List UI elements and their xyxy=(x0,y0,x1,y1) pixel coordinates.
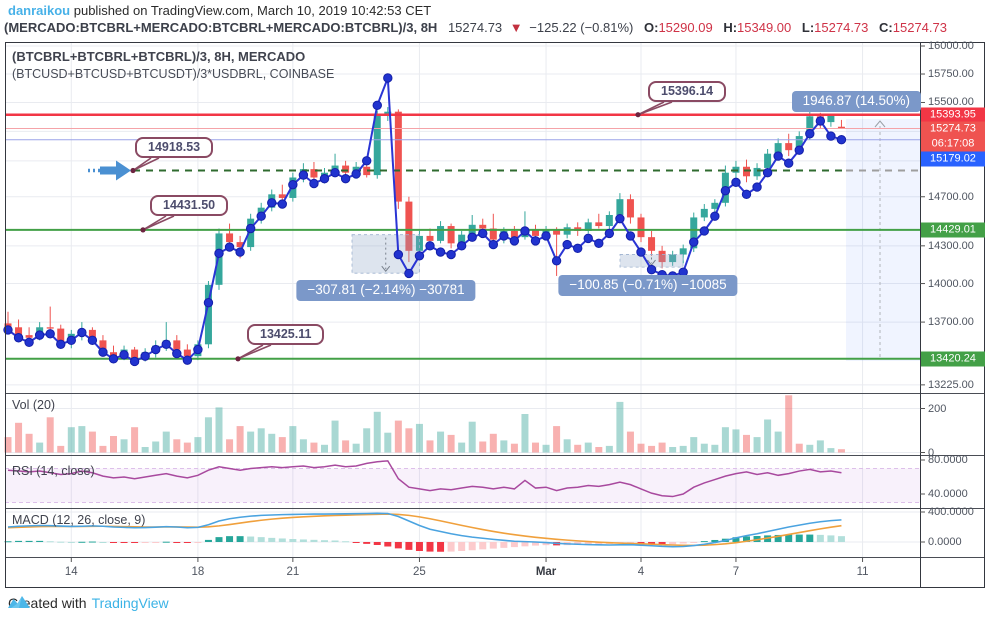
volume-tick-label: 0 xyxy=(928,446,935,459)
published-header: danraikou published on TradingView.com, … xyxy=(8,3,431,18)
high-label: H: xyxy=(723,20,738,35)
callout-14431[interactable]: 14431.50 xyxy=(150,195,229,216)
price-tick-label: 14300.00 xyxy=(928,239,974,252)
volume-tick-label: 200 xyxy=(928,402,947,415)
level-price-badge: 15393.95 xyxy=(921,107,985,123)
close-label: C: xyxy=(879,20,893,35)
trend-arrow[interactable] xyxy=(88,160,131,181)
callout-tails xyxy=(130,101,673,362)
callout-15396[interactable]: 15396.14 xyxy=(648,81,727,102)
measure-badge-2[interactable]: −100.85 (−0.71%) −10085 xyxy=(558,275,738,296)
rsi-tick-label: 40.0000 xyxy=(928,488,968,500)
measure-badge-1[interactable]: −307.81 (−2.14%) −30781 xyxy=(296,280,476,301)
time-tick-label: 11 xyxy=(856,566,869,578)
callout-14918[interactable]: 14918.53 xyxy=(135,137,214,158)
tradingview-logo-icon xyxy=(8,596,30,608)
symbol-name: (MERCADO:BTCBRL+MERCADO:BTCBRL+MERCADO:B… xyxy=(4,20,438,35)
line-price-badge: 15179.02 xyxy=(921,151,985,166)
rsi-tick-label: 80.0000 xyxy=(928,454,968,466)
rsi-indicator-label[interactable]: RSI (14, close) xyxy=(12,464,95,478)
time-tick-label: 14 xyxy=(64,566,78,578)
tradingview-link[interactable]: TradingView xyxy=(91,595,169,611)
time-tick-label: 18 xyxy=(191,566,205,578)
chart-legend[interactable]: (BTCBRL+BTCBRL+BTCBRL)/3, 8H, MERCADO (B… xyxy=(12,49,334,81)
volume-indicator-label[interactable]: Vol (20) xyxy=(12,398,56,412)
level-price-badge: 14429.01 xyxy=(921,222,985,238)
price-tick-label: 13225.00 xyxy=(928,378,974,391)
time-tick-label: Mar xyxy=(535,566,557,578)
price-tick-label: 14700.00 xyxy=(928,190,974,203)
open-label: O: xyxy=(644,20,659,35)
price-tick-label: 16000.00 xyxy=(928,40,974,52)
price-tick-label: 15750.00 xyxy=(928,68,974,81)
username-link[interactable]: danraikou xyxy=(8,3,71,18)
overlay-line-series xyxy=(3,73,847,367)
open-value: 15290.09 xyxy=(658,20,713,35)
macd-pane xyxy=(4,512,845,552)
macd-indicator-label[interactable]: MACD (12, 26, close, 9) xyxy=(12,513,146,527)
price-change: −125.22 (−0.81%) xyxy=(529,20,634,35)
high-value: 15349.00 xyxy=(737,20,792,35)
footer: Created with TradingView xyxy=(8,595,169,611)
volume-series xyxy=(4,395,845,453)
down-arrow-icon: ▼ xyxy=(509,20,523,35)
legend-symbol[interactable]: (BTCBRL+BTCBRL+BTCBRL)/3, 8H, MERCADO xyxy=(12,49,306,64)
last-price: 15274.73 xyxy=(447,20,503,35)
pane-frame xyxy=(5,42,985,588)
price-tick-label: 14000.00 xyxy=(928,277,974,290)
low-label: L: xyxy=(801,20,815,35)
time-tick-label: 4 xyxy=(637,566,645,578)
time-tick-label: 25 xyxy=(413,566,426,578)
level-price-badge: 13420.24 xyxy=(921,351,985,367)
price-tick-label: 13700.00 xyxy=(928,316,974,329)
low-value: 15274.73 xyxy=(814,20,869,35)
projection-badge[interactable]: 1946.87 (14.50%) xyxy=(791,91,921,112)
time-tick-label: 7 xyxy=(732,566,740,578)
macd-tick-label: 0.0000 xyxy=(928,536,962,548)
time-tick-label: 21 xyxy=(286,566,300,578)
close-value: 15274.73 xyxy=(892,20,947,35)
last-price-badge: 15274.73 xyxy=(921,121,985,136)
price-tick-label: 15500.00 xyxy=(928,96,974,109)
ticker-bar: (MERCADO:BTCBRL+MERCADO:BTCBRL+MERCADO:B… xyxy=(4,20,947,35)
candlestick-series xyxy=(4,107,845,363)
legend-formula[interactable]: (BTCUSD+BTCUSD+BTCUSDT)/3*USDBRL, COINBA… xyxy=(12,67,335,81)
callout-13425[interactable]: 13425.11 xyxy=(247,324,325,345)
countdown-badge: 06:17:08 xyxy=(921,136,985,151)
rsi-pane xyxy=(5,460,920,503)
projection-zone[interactable] xyxy=(846,119,920,361)
macd-tick-label: 400.0000 xyxy=(928,506,974,518)
published-text: published on TradingView.com, March 10, … xyxy=(70,3,432,18)
